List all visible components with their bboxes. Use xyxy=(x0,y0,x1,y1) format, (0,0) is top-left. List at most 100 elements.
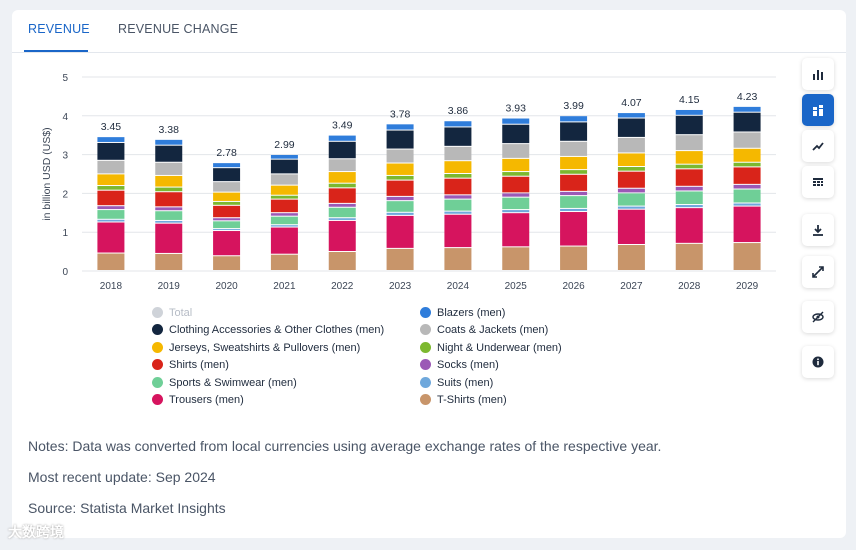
bar-segment xyxy=(502,124,530,144)
bar-segment xyxy=(386,180,414,196)
y-tick-label: 5 xyxy=(62,73,68,84)
bar-segment xyxy=(560,116,588,122)
bar-chart-button[interactable] xyxy=(802,58,834,90)
legend-item[interactable]: Sports & Swimwear (men) xyxy=(152,376,297,389)
legend-item[interactable]: Trousers (men) xyxy=(152,394,244,406)
legend-item[interactable]: Socks (men) xyxy=(420,359,499,371)
bar-segment xyxy=(328,251,356,270)
bar-segment xyxy=(502,247,530,270)
legend-item[interactable]: Clothing Accessories & Other Clothes (me… xyxy=(152,324,384,336)
legend-item[interactable]: Jerseys, Sweatshirts & Pullovers (men) xyxy=(152,341,360,354)
legend-item[interactable]: Blazers (men) xyxy=(420,307,505,319)
legend-label: T-Shirts (men) xyxy=(437,394,507,406)
bar-segment xyxy=(560,174,588,191)
bar-segment xyxy=(617,167,645,171)
bar-segment xyxy=(155,162,183,175)
table-icon xyxy=(813,178,823,186)
legend-dot-icon xyxy=(152,341,163,353)
trend-line-button[interactable] xyxy=(802,130,834,162)
y-tick-label: 3 xyxy=(62,151,68,162)
y-tick-label: 0 xyxy=(62,267,68,278)
update-text: Most recent update: Sep 2024 xyxy=(28,469,216,485)
bar-segment xyxy=(155,175,183,187)
bar-segment xyxy=(270,195,298,199)
legend-item[interactable]: Shirts (men) xyxy=(152,359,229,371)
bar-segment xyxy=(155,145,183,162)
y-tick-label: 1 xyxy=(62,228,68,239)
bar-segment xyxy=(444,121,472,127)
bar-segment xyxy=(560,156,588,170)
x-tick-label: 2024 xyxy=(447,281,470,292)
bar-segment xyxy=(675,109,703,115)
bar-segment xyxy=(97,160,125,174)
trend-line-icon xyxy=(812,142,824,151)
bar-segment xyxy=(155,253,183,270)
bar-segment xyxy=(617,245,645,270)
legend-label: Socks (men) xyxy=(437,359,499,372)
legend-item[interactable]: T-Shirts (men) xyxy=(420,394,507,406)
info-button[interactable] xyxy=(802,346,834,378)
bar-segment xyxy=(97,190,125,206)
legend-label: Trousers (men) xyxy=(169,394,244,406)
bar-segment xyxy=(617,171,645,188)
bar-segment xyxy=(270,254,298,270)
bar-segment xyxy=(502,158,530,172)
bar-segment xyxy=(502,197,530,210)
active-tab-indicator xyxy=(24,50,88,52)
x-tick-label: 2019 xyxy=(158,281,181,292)
bar-segment xyxy=(97,142,125,160)
table-view-button[interactable] xyxy=(802,166,834,198)
legend-dot-icon xyxy=(420,341,431,353)
bar-segment xyxy=(213,221,241,229)
bar-segment xyxy=(675,243,703,270)
x-tick-label: 2026 xyxy=(562,281,585,292)
bar-segment xyxy=(270,213,298,216)
bar-segment xyxy=(328,218,356,220)
bar-segment xyxy=(617,153,645,167)
legend-dot-icon xyxy=(152,376,163,388)
bar-segment xyxy=(328,172,356,183)
bar-segment xyxy=(386,130,414,149)
bar-segment xyxy=(270,154,298,159)
legend-item[interactable]: Night & Underwear (men) xyxy=(420,341,562,354)
legend-label: Night & Underwear (men) xyxy=(437,341,562,354)
bar-segment xyxy=(675,135,703,151)
bar-segment xyxy=(617,206,645,209)
x-tick-label: 2023 xyxy=(389,281,412,292)
stacked-bar-button[interactable] xyxy=(802,94,834,126)
bar-segment xyxy=(733,189,761,203)
bar-segment xyxy=(97,186,125,190)
bar-segment xyxy=(502,210,530,213)
tab-revenue-change[interactable]: REVENUE CHANGE xyxy=(118,22,239,36)
bar-segment xyxy=(155,192,183,207)
legend-dot-icon xyxy=(420,307,431,318)
legend-item[interactable]: Total xyxy=(152,307,192,319)
bar-segment xyxy=(328,220,356,251)
bar-segment xyxy=(270,227,298,254)
bar-segment xyxy=(270,185,298,195)
bar-segment xyxy=(328,159,356,172)
x-tick-label: 2025 xyxy=(505,281,528,292)
bar-segment xyxy=(733,162,761,167)
bar-segment xyxy=(328,183,356,188)
total-data-label: 2.99 xyxy=(274,139,295,151)
bar-segment xyxy=(560,246,588,270)
total-data-label: 3.99 xyxy=(563,100,584,112)
total-data-label: 3.49 xyxy=(332,120,353,132)
bar-segment xyxy=(560,170,588,174)
bar-segment xyxy=(213,256,241,270)
legend-label: Blazers (men) xyxy=(437,307,506,319)
hide-button[interactable] xyxy=(802,301,834,333)
x-tick-label: 2028 xyxy=(678,281,701,292)
download-button[interactable] xyxy=(802,214,834,246)
bar-segment xyxy=(386,175,414,180)
legend-item[interactable]: Suits (men) xyxy=(420,376,493,389)
bar-segment xyxy=(733,184,761,189)
fullscreen-button[interactable] xyxy=(802,256,834,288)
legend-item[interactable]: Coats & Jackets (men) xyxy=(420,324,548,336)
tab-revenue[interactable]: REVENUE xyxy=(28,22,90,36)
bar-segment xyxy=(270,216,298,225)
bar-segment xyxy=(328,207,356,218)
bar-segment xyxy=(675,169,703,186)
bar-segment xyxy=(733,106,761,112)
